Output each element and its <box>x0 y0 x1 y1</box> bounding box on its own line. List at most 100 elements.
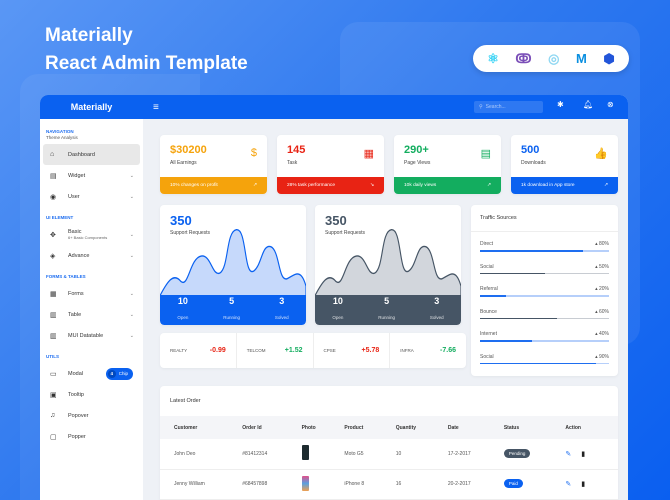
mui-icon: M <box>575 51 587 66</box>
traffic-source-percent: ▴ 60% <box>595 308 609 315</box>
sidebar-item-label: Popper <box>68 433 86 440</box>
support-requests-card: 350 Support Requests 10 Open 5 Running 3 Solv… <box>315 205 461 325</box>
stat-value: 500 <box>521 144 540 156</box>
stat-label: Page Views <box>404 160 431 166</box>
market-value: -0.99 <box>209 347 226 354</box>
market-value: +1.52 <box>284 347 303 354</box>
market-name: TELCOM <box>246 348 266 353</box>
sidebar-item-user[interactable]: ◉ User ⌄ <box>43 186 140 207</box>
modal-icon: ▭ <box>50 370 57 378</box>
sidebar-item-modal[interactable]: ▭ Modal 4 Chip <box>43 363 140 384</box>
downloads-icon: 👍 <box>594 148 608 160</box>
search-icon: ⚲ <box>479 104 483 110</box>
traffic-source-percent: ▴ 90% <box>595 353 609 360</box>
support-stat-solved: 3 Solved <box>274 296 289 320</box>
bell-icon[interactable]: 🔔︎ <box>583 100 594 109</box>
advance-icon: ◈ <box>50 252 56 260</box>
stat-card-all-earnings: $30200 All Earnings $ 10% changes on pro… <box>160 135 267 194</box>
chevron-down-icon: ⌄ <box>129 252 134 259</box>
progress-bar <box>480 295 609 297</box>
chevron-down-icon: ⌄ <box>129 193 134 200</box>
search-input[interactable]: ⚲ Search... <box>474 101 543 113</box>
sidebar-item-popover[interactable]: ♫ Popover <box>43 405 140 426</box>
sidebar-item-label: Advance <box>68 252 90 259</box>
chip-badge[interactable]: 4 Chip <box>105 367 133 380</box>
support-area-chart <box>160 229 306 305</box>
sidebar-item-label: Tooltip <box>68 391 84 398</box>
stat-value: 290+ <box>404 144 429 156</box>
column-header-date: Date <box>433 416 490 439</box>
stat-footer-text: 10k daily views <box>404 183 437 188</box>
support-stat-open: 10 Open <box>332 296 344 320</box>
progress-bar <box>480 340 609 342</box>
stat-footer: 10% changes on profit ↗ <box>160 177 267 194</box>
sidebar-item-mui-datatable[interactable]: ▥ MUI Datatable ⌄ <box>43 325 140 346</box>
table-row: John Deo #81412314 Moto G5 10 17-2-2017 … <box>160 439 618 470</box>
stat-footer: 28% task performance ↘ <box>277 177 384 194</box>
traffic-sources-card: Traffic Sources Direct ▴ 80% Social ▴ 50… <box>471 205 618 376</box>
react-icon: ⚛ <box>487 51 499 66</box>
market-ticker: REALTY -0.99 TELCOM +1.52 CPSE +5.78 INFRA -… <box>160 333 466 368</box>
ui-section-title: UI Element <box>46 215 74 220</box>
edit-icon[interactable]: ✎ <box>565 450 572 458</box>
nav-section-subtitle: Theme Analysis <box>46 135 78 140</box>
delete-icon[interactable]: ▮ <box>581 481 586 488</box>
brand-logo: Materially <box>70 102 113 112</box>
data-icon: ⬢ <box>603 51 615 66</box>
sidebar-item-widget[interactable]: ▤ Widget ⌄ <box>43 165 140 186</box>
order-id-cell: #68457898 <box>228 469 288 500</box>
sidebar-item-dashboard[interactable]: ⌂ Dashboard <box>43 144 140 165</box>
chevron-down-icon: ⌄ <box>129 290 134 297</box>
photo-cell <box>287 469 331 500</box>
support-stats-bar: 10 Open 5 Running 3 Solved <box>315 295 461 325</box>
settings-icon[interactable]: ✱ <box>557 100 564 109</box>
sidebar-item-label: Forms <box>68 290 84 297</box>
sidebar-item-label: Basic 6+ Basic Components <box>68 229 108 240</box>
table-icon: ▥ <box>50 311 57 319</box>
traffic-row-bounce: Bounce ▴ 60% <box>471 303 618 326</box>
popover-icon: ♫ <box>50 412 56 419</box>
sidebar-item-label: Dashboard <box>68 151 95 158</box>
edit-icon[interactable]: ✎ <box>565 481 572 488</box>
market-infra: INFRA -7.66 <box>390 333 466 368</box>
popper-icon: ▢ <box>50 433 57 441</box>
chevron-down-icon: ⌄ <box>129 231 134 238</box>
sidebar-item-table[interactable]: ▥ Table ⌄ <box>43 304 140 325</box>
sidebar-item-basic[interactable]: ✥ Basic 6+ Basic Components ⌄ <box>43 224 140 245</box>
order-id-cell: #81412314 <box>228 439 288 470</box>
mui-datatable-icon: ▥ <box>50 332 57 340</box>
support-label: Support Requests <box>170 230 211 236</box>
market-realty: REALTY -0.99 <box>160 333 237 368</box>
all-earnings-icon: $ <box>250 147 257 159</box>
nav-section-title: Navigation <box>46 129 74 134</box>
traffic-source-name: Referral <box>480 286 498 292</box>
sidebar-item-tooltip[interactable]: ▣ Tooltip <box>43 384 140 405</box>
stat-value: 145 <box>287 144 306 156</box>
quantity-cell: 10 <box>381 439 434 470</box>
user-icon[interactable]: ⊗ <box>607 100 614 109</box>
status-cell: Pending <box>489 439 552 470</box>
forms-section-title: Forms & Tables <box>46 274 86 279</box>
stat-footer-text: 10% changes on profit <box>170 183 218 188</box>
column-header-quantity: Quantity <box>381 416 434 439</box>
stat-card-page-views: 290+ Page Views ▤ 10k daily views ↗ <box>394 135 501 194</box>
support-requests-card: 350 Support Requests 10 Open 5 Running 3 Solv… <box>160 205 306 325</box>
delete-icon[interactable]: ▮ <box>581 450 586 458</box>
customer-cell: Jenny William <box>160 469 229 500</box>
traffic-source-percent: ▴ 80% <box>595 241 609 247</box>
sidebar-item-forms[interactable]: ▦ Forms ⌄ <box>43 283 140 304</box>
date-cell: 17-2-2017 <box>433 439 490 470</box>
sidebar-item-label: MUI Datatable <box>68 332 104 339</box>
sidebar-item-popper[interactable]: ▢ Popper <box>43 426 140 447</box>
traffic-source-percent: ▴ 50% <box>595 263 609 270</box>
sidebar-item-advance[interactable]: ◈ Advance ⌄ <box>43 245 140 266</box>
basic-icon: ✥ <box>50 231 56 239</box>
traffic-source-percent: ▴ 40% <box>595 331 609 337</box>
stat-footer: 1k download in App store ↗ <box>511 177 618 194</box>
column-header-photo: Photo <box>287 416 331 439</box>
traffic-title: Traffic Sources <box>471 205 618 232</box>
utils-section-title: Utils <box>46 354 59 359</box>
menu-icon[interactable]: ≡ <box>153 101 159 113</box>
traffic-row-social: Social ▴ 50% <box>471 258 618 281</box>
product-cell: iPhone 8 <box>330 469 382 500</box>
